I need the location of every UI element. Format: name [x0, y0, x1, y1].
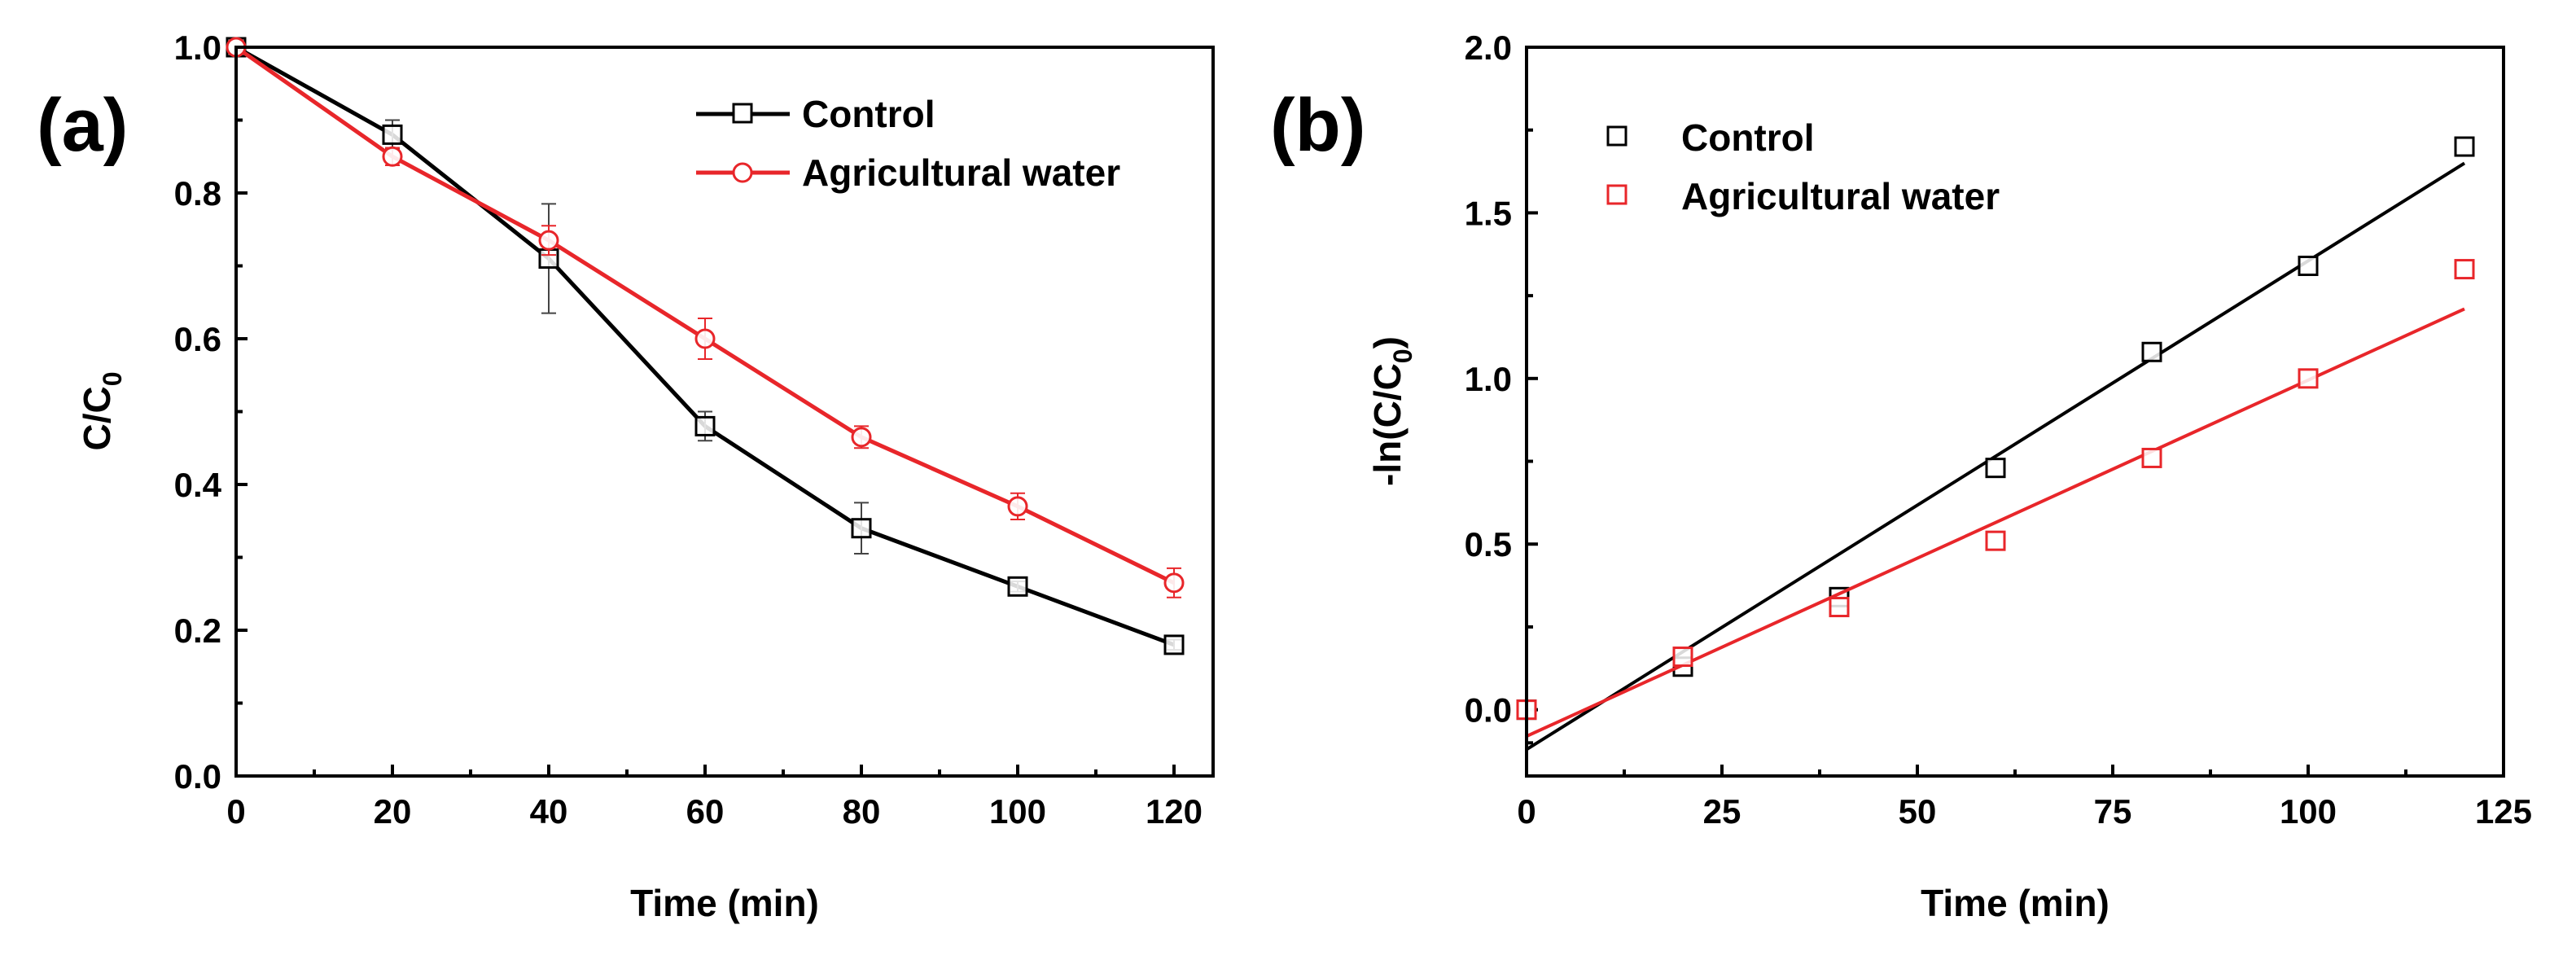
panel-a-control-point [382, 124, 403, 145]
panel-a-agricultural-water-point [382, 146, 403, 167]
panel-b-y-tick-label: 0.0 [1465, 691, 1512, 730]
panel-b-control-point [1985, 458, 2006, 479]
panel-b-x-tick-label: 100 [2280, 792, 2337, 831]
panel-a-y-tick-label: 0.6 [174, 320, 221, 358]
legend-b-control-marker [1606, 125, 1628, 147]
panel-b-control-point [2454, 136, 2475, 157]
panel-a-y-axis-title-main: C/C [76, 386, 118, 450]
panel-a-y-axis-title-sub: 0 [98, 371, 127, 386]
panel-b-legend: Control Agricultural water [1606, 116, 2000, 217]
panel-b-agricultural-water-fit-line [1526, 307, 2465, 739]
panel-a-x-tick-label: 120 [1146, 792, 1203, 831]
panel-a-y-tick-label: 0.4 [174, 466, 222, 504]
legend-a-agri-label: Agricultural water [802, 151, 1120, 194]
panel-b-y-tick-label: 1.5 [1465, 194, 1512, 232]
panel-a-x-axis-title: Time (min) [630, 882, 819, 924]
panel-a-agricultural-water-point [694, 328, 716, 349]
panel-a-x-tick-label: 80 [843, 792, 881, 831]
panel-b-plot: 0 25 50 75 100 125 0.0 0.5 1.0 1.5 2.0 [1465, 28, 2532, 831]
panel-b-frame [1525, 46, 2505, 778]
panel-b-agricultural-water-point [1829, 597, 1850, 618]
panel-a-control-point [1007, 576, 1028, 597]
panel-b-agricultural-water-point [1672, 647, 1693, 668]
panel-b-agricultural-water-point [2454, 259, 2475, 280]
legend-a-control-marker [732, 103, 753, 124]
legend-a-control-label: Control [802, 93, 935, 135]
panel-a-y-tick-label: 0.8 [174, 174, 221, 213]
panel-a-plot: 0 20 40 60 80 100 120 0.0 0.2 0.4 0.6 0.8 1.0 [174, 28, 1203, 831]
panel-b-control-fit-line [1525, 161, 2466, 752]
panel-a-agricultural-water-point [1007, 496, 1028, 517]
panel-a-y-tick-label: 0.2 [174, 612, 221, 650]
panel-b-control-point [2298, 256, 2319, 276]
panel-b-y-tick-label: 1.0 [1465, 360, 1512, 398]
panel-b-x-axis-title: Time (min) [1921, 882, 2109, 924]
panel-b-agricultural-water-point [2141, 447, 2162, 468]
legend-a-agri-marker [732, 162, 753, 183]
panel-a-y-tick-label: 0.0 [174, 757, 221, 796]
panel-b-y-tick-label: 0.5 [1465, 525, 1512, 563]
panel-a-x-tick-label: 40 [530, 792, 568, 831]
panel-a-agricultural-water-point [538, 230, 559, 251]
panel-b-x-tick-label: 75 [2094, 792, 2132, 831]
legend-b-agri-marker [1606, 184, 1628, 205]
panel-a-control-point [851, 518, 872, 539]
panel-a-label: (a) [37, 84, 128, 167]
panel-a-y-tick-label: 1.0 [174, 28, 221, 67]
panel-a-control-point [1163, 634, 1185, 655]
panel-a-y-axis-title: C/C0 [76, 371, 127, 450]
panel-a-legend: Control Agricultural water [696, 93, 1120, 194]
panel-a-x-tick-label: 60 [686, 792, 725, 831]
legend-b-agri-label: Agricultural water [1681, 175, 2000, 217]
panel-a-agricultural-water-point [851, 427, 872, 448]
panel-b-y-axis-title-end: ) [1366, 336, 1408, 348]
panel-b-x-tick-label: 0 [1517, 792, 1536, 831]
panel-b: (b) 0 25 50 75 100 125 0.0 0.5 1.0 1.5 2.0 Time (m… [1270, 28, 2532, 924]
panel-a-x-tick-label: 100 [989, 792, 1046, 831]
panel-b-x-tick-label: 50 [1899, 792, 1937, 831]
panel-b-y-axis-title-main: -ln(C/C [1366, 363, 1408, 486]
panel-b-control-point [2141, 341, 2162, 362]
panel-a-x-tick-label: 20 [374, 792, 412, 831]
panel-b-y-axis-title: -ln(C/C0) [1366, 336, 1417, 486]
panel-b-y-axis-title-sub: 0 [1388, 348, 1417, 363]
panel-a-frame [234, 46, 1215, 778]
legend-b-control-label: Control [1681, 116, 1815, 159]
panel-a-agricultural-water-point [1163, 572, 1185, 594]
panel-b-x-tick-label: 125 [2475, 792, 2532, 831]
panel-a: (a) 0 20 40 60 80 100 120 0.0 0.2 0.4 0.6 0.8 1.0 Ti… [37, 28, 1215, 924]
panel-a-x-tick-label: 0 [226, 792, 245, 831]
panel-a-control-point [694, 415, 716, 436]
panel-b-x-tick-label: 25 [1703, 792, 1741, 831]
panel-b-label: (b) [1270, 84, 1365, 167]
panel-b-agricultural-water-point [1985, 530, 2006, 551]
panel-b-agricultural-water-point [2298, 368, 2319, 389]
panel-b-y-tick-label: 2.0 [1465, 28, 1512, 67]
